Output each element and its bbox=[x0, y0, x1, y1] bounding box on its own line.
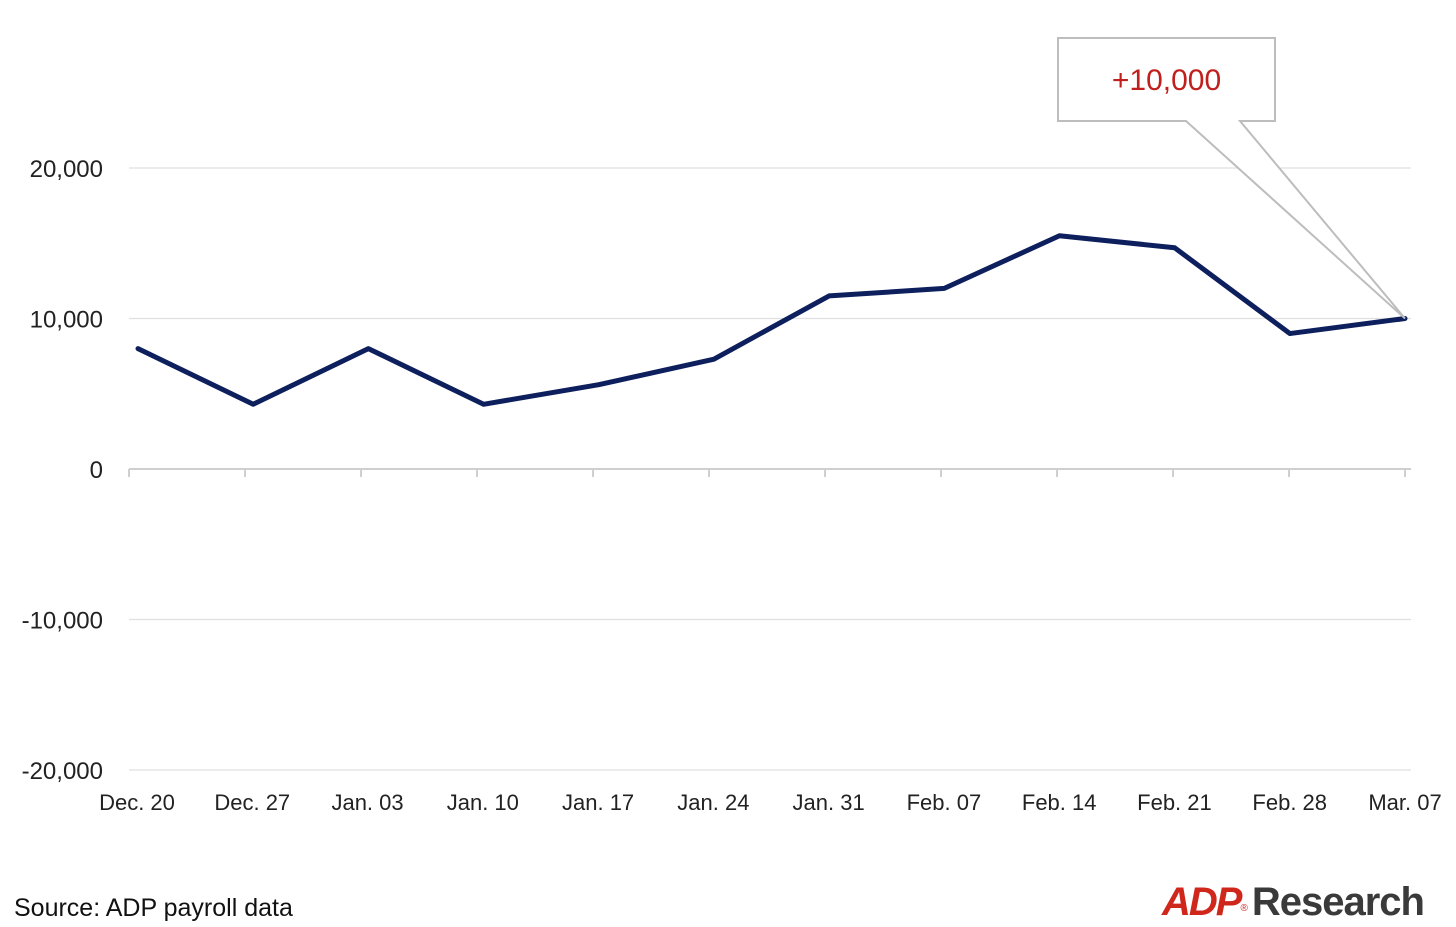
adp-research-logo: ADP ® Research bbox=[1162, 881, 1446, 923]
y-tick-label: -10,000 bbox=[22, 608, 103, 635]
x-tick-label: Dec. 27 bbox=[214, 790, 290, 815]
x-axis bbox=[128, 468, 1411, 477]
series-path bbox=[135, 233, 1408, 407]
x-tick-label: Feb. 07 bbox=[907, 790, 982, 815]
source-note: Source: ADP payroll data bbox=[14, 894, 293, 922]
x-tick-label: Mar. 07 bbox=[1368, 790, 1441, 815]
y-tick-label: -20,000 bbox=[22, 758, 103, 785]
callout-box bbox=[1057, 37, 1406, 320]
x-tick-label: Jan. 10 bbox=[447, 790, 519, 815]
x-tick-label: Feb. 28 bbox=[1252, 790, 1327, 815]
y-axis-ticks: 20,000 10,000 0 -10,000 -20,000 bbox=[22, 156, 103, 785]
y-tick-label: 20,000 bbox=[30, 156, 103, 183]
callout-label: +10,000 bbox=[1112, 64, 1221, 97]
logo-brand: ADP bbox=[1162, 880, 1242, 924]
x-axis-tick-labels: Dec. 20 Dec. 27 Jan. 03 Jan. 10 Jan. 17 Jan. … bbox=[99, 790, 1442, 815]
series-line bbox=[135, 233, 1408, 407]
y-tick-label: 0 bbox=[90, 457, 103, 484]
x-tick-label: Dec. 20 bbox=[99, 790, 175, 815]
logo-registered-mark: ® bbox=[1240, 903, 1248, 914]
gridlines bbox=[129, 167, 1411, 771]
x-tick-label: Feb. 14 bbox=[1022, 790, 1097, 815]
annotation-callout: +10,000 bbox=[1057, 37, 1406, 320]
x-tick-label: Jan. 24 bbox=[677, 790, 749, 815]
x-tick-label: Feb. 21 bbox=[1137, 790, 1212, 815]
x-tick-label: Jan. 17 bbox=[562, 790, 634, 815]
logo-suffix: Research bbox=[1251, 880, 1425, 924]
x-tick-label: Jan. 03 bbox=[331, 790, 403, 815]
y-tick-label: 10,000 bbox=[30, 307, 103, 334]
x-tick-label: Jan. 31 bbox=[793, 790, 865, 815]
